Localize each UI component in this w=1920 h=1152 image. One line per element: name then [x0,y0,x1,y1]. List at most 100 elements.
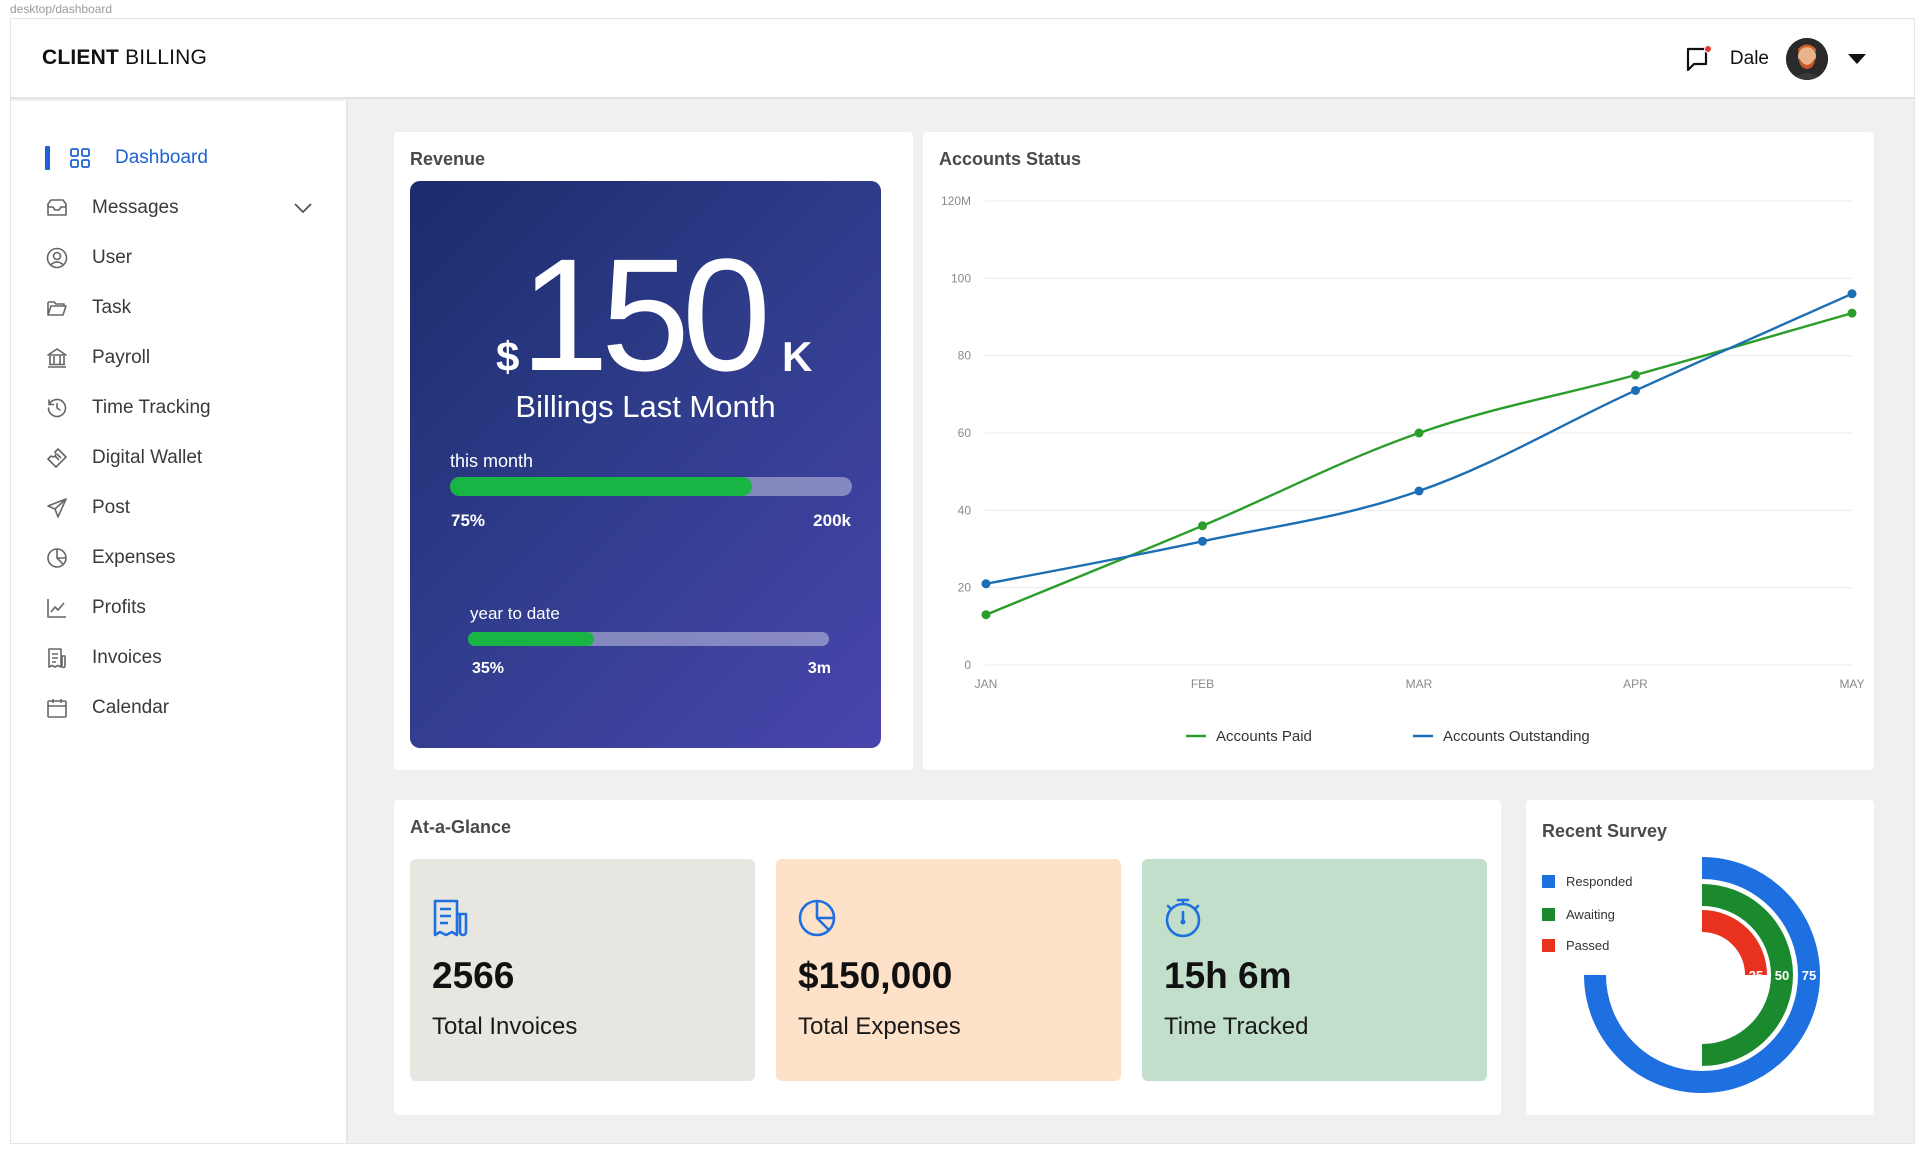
legend-label: Passed [1566,938,1610,953]
user-name[interactable]: Dale [1729,48,1769,69]
ytd-progress-percent: 35% [472,660,505,677]
recent-survey-title: Recent Survey [1542,821,1668,841]
revenue-suffix: K [782,333,813,380]
app-brand: CLIENT BILLING [42,46,207,70]
sidebar-item-digital-wallet[interactable]: Digital Wallet [11,433,348,483]
month-progress-percent: 75% [451,511,486,530]
survey-legend-passed: Passed [1542,938,1609,953]
calendar-icon [47,699,67,718]
legend-label: Accounts Outstanding [1443,728,1590,745]
avatar[interactable] [1786,38,1828,80]
legend-swatch [1542,939,1555,952]
app-window: CLIENT BILLING Dale [10,18,1915,1144]
send-icon [47,498,67,518]
sidebar-item-label: Invoices [92,647,162,668]
sidebar-item-invoices[interactable]: Invoices [11,633,348,683]
sidebar-item-calendar[interactable]: Calendar [11,683,348,733]
stat-card-expenses[interactable]: $150,000 Total Expenses [776,859,1121,1081]
recent-survey-card: Recent Survey Responded Awaiting Passed … [1526,800,1874,1115]
sidebar-item-label: Task [92,297,132,318]
legend-swatch [1542,908,1555,921]
stat-value: 2566 [432,955,515,996]
month-progress-fill [450,477,752,496]
sidebar-item-dashboard[interactable]: Dashboard [11,133,348,183]
sidebar: Dashboard Messages User Task Payroll Tim… [11,101,348,1143]
history-icon [47,398,67,418]
sidebar-item-task[interactable]: Task [11,283,348,333]
at-a-glance-title: At-a-Glance [410,817,512,837]
accounts-status-card: Accounts Status 0 20 40 60 80 100 120M JAN FEB MA… [923,132,1874,770]
stat-card-time-tracked[interactable]: 15h 6m Time Tracked [1142,859,1487,1081]
ytd-progress-label: year to date [470,604,560,623]
chevron-down-icon[interactable] [1848,54,1866,64]
data-point [1631,385,1640,395]
revenue-card: Revenue $ 150 K Billings Last Month this… [394,132,913,770]
data-point [1414,428,1424,438]
data-point [1198,536,1207,546]
ring-value-label: 25 [1749,968,1763,983]
stat-value: 15h 6m [1164,955,1292,996]
survey-ring-25 [1701,910,1767,976]
x-tick-label: MAY [1839,677,1864,691]
y-tick-label: 60 [958,426,972,440]
x-tick-label: FEB [1191,677,1214,691]
sidebar-item-label: Digital Wallet [92,447,203,468]
inbox-icon [47,199,67,216]
sidebar-item-label: Calendar [92,697,170,718]
series-line-accounts-paid [985,311,1853,616]
pie-chart-icon [47,548,67,568]
sidebar-item-payroll[interactable]: Payroll [11,333,348,383]
data-point [1847,308,1857,318]
sidebar-item-label: Profits [92,597,146,618]
sidebar-item-label: Expenses [92,547,176,568]
sidebar-item-profits[interactable]: Profits [11,583,348,633]
chevron-down-icon[interactable] [292,197,314,219]
sidebar-item-label: Messages [92,197,179,218]
data-point [981,579,991,589]
sidebar-item-time-tracking[interactable]: Time Tracking [11,383,348,433]
ytd-progress-target: 3m [807,660,831,677]
chat-notification-icon[interactable] [1684,45,1712,73]
sidebar-item-label: Post [92,497,131,518]
sidebar-item-user[interactable]: User [11,233,348,283]
stat-label: Time Tracked [1164,1013,1309,1040]
month-progress-target: 200k [813,511,851,530]
data-point [1847,289,1857,299]
sidebar-item-messages[interactable]: Messages [11,183,348,233]
survey-ring-50 [1701,884,1793,1066]
brand-bold: CLIENT [42,46,120,69]
y-tick-label: 40 [958,503,972,517]
folder-icon [47,301,67,316]
bank-icon [47,348,67,368]
sidebar-item-post[interactable]: Post [11,483,348,533]
stopwatch-icon [1165,898,1201,938]
sidebar-item-label: Dashboard [115,147,208,168]
at-a-glance-card: At-a-Glance 2566 Total Invoices $150,000… [394,800,1501,1115]
notification-dot [1703,45,1712,53]
legend-label: Accounts Paid [1216,728,1312,745]
stat-label: Total Invoices [432,1013,578,1040]
legend-swatch [1542,875,1555,888]
stat-card-invoices[interactable]: 2566 Total Invoices [410,859,755,1081]
invoice-icon [48,648,66,669]
grid-icon [70,148,90,168]
stat-value: $150,000 [798,955,953,996]
revenue-subtitle: Billings Last Month [515,389,776,424]
brand-light: BILLING [125,46,208,69]
accounts-status-title: Accounts Status [939,149,1082,169]
ytd-progress-bar [468,632,829,646]
user-menu: Dale [1684,38,1866,80]
data-point [1414,486,1424,496]
x-tick-label: MAR [1406,677,1433,691]
ticket-icon [47,448,67,468]
sidebar-item-expenses[interactable]: Expenses [11,533,348,583]
sidebar-item-label: User [92,247,133,268]
accounts-line-chart: 0 20 40 60 80 100 120M JAN FEB MAR APR MAY Accounts … [941,194,1865,745]
data-point [981,610,991,620]
sidebar-item-label: Payroll [92,347,151,368]
ytd-progress-fill [468,632,595,646]
month-progress-bar [450,477,852,496]
month-progress-label: this month [450,451,534,471]
revenue-title: Revenue [410,149,486,169]
data-point [1631,370,1640,380]
